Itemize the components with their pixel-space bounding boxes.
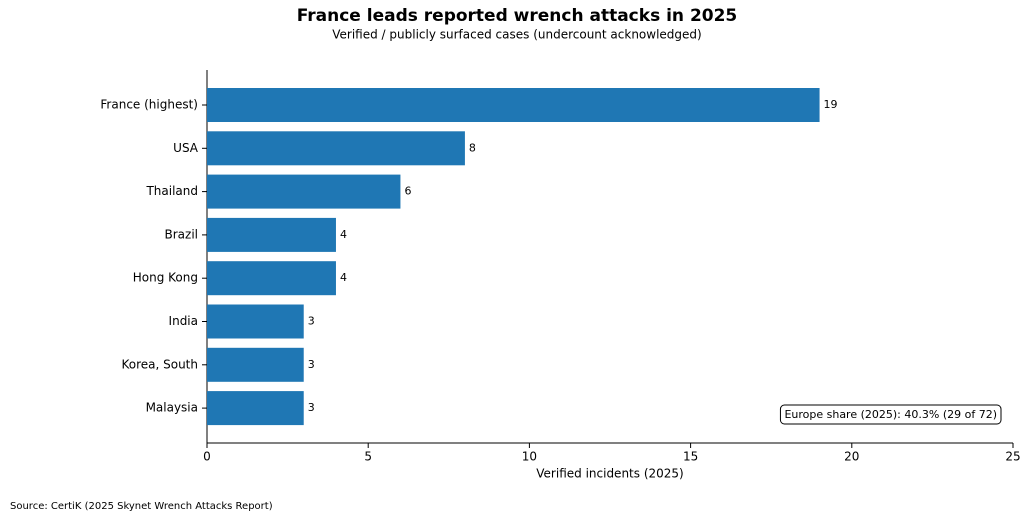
x-tick-label: 0	[203, 450, 211, 464]
chart-title: France leads reported wrench attacks in …	[297, 6, 738, 26]
y-tick-label: Malaysia	[146, 401, 198, 415]
y-tick-label: India	[169, 314, 198, 328]
value-label: 8	[469, 141, 476, 154]
value-label: 3	[308, 315, 315, 328]
bar	[207, 88, 820, 122]
y-tick-label: Hong Kong	[133, 271, 198, 285]
annotation-box	[779, 404, 1002, 425]
x-tick-label: 5	[364, 450, 372, 464]
y-tick-label: Korea, South	[121, 357, 198, 371]
bar	[207, 174, 401, 209]
value-label: 6	[404, 185, 411, 198]
y-tick-label: Thailand	[145, 184, 198, 198]
bar	[207, 131, 465, 166]
source-note: Source: CertiK (2025 Skynet Wrench Attac…	[10, 501, 273, 512]
x-axis-label: Verified incidents (2025)	[536, 467, 683, 481]
x-tick-label: 25	[1005, 450, 1020, 464]
x-tick-label: 15	[683, 450, 698, 464]
bar	[207, 347, 304, 382]
value-label: 3	[308, 401, 315, 414]
bar	[207, 217, 336, 252]
x-tick-label: 10	[522, 450, 537, 464]
annotation: Europe share (2025): 40.3% (29 of 72)	[784, 408, 997, 421]
bar	[207, 261, 336, 296]
y-tick-label: USA	[173, 141, 199, 155]
value-label: 3	[308, 358, 315, 371]
y-tick-label: France (highest)	[100, 98, 198, 112]
chart-subtitle: Verified / publicly surfaced cases (unde…	[332, 28, 701, 42]
value-label: 19	[824, 98, 838, 111]
bar	[207, 391, 304, 426]
value-label: 4	[340, 271, 347, 284]
x-tick-label: 20	[844, 450, 859, 464]
value-label: 4	[340, 228, 347, 241]
bar	[207, 304, 304, 339]
y-tick-label: Brazil	[165, 227, 199, 241]
